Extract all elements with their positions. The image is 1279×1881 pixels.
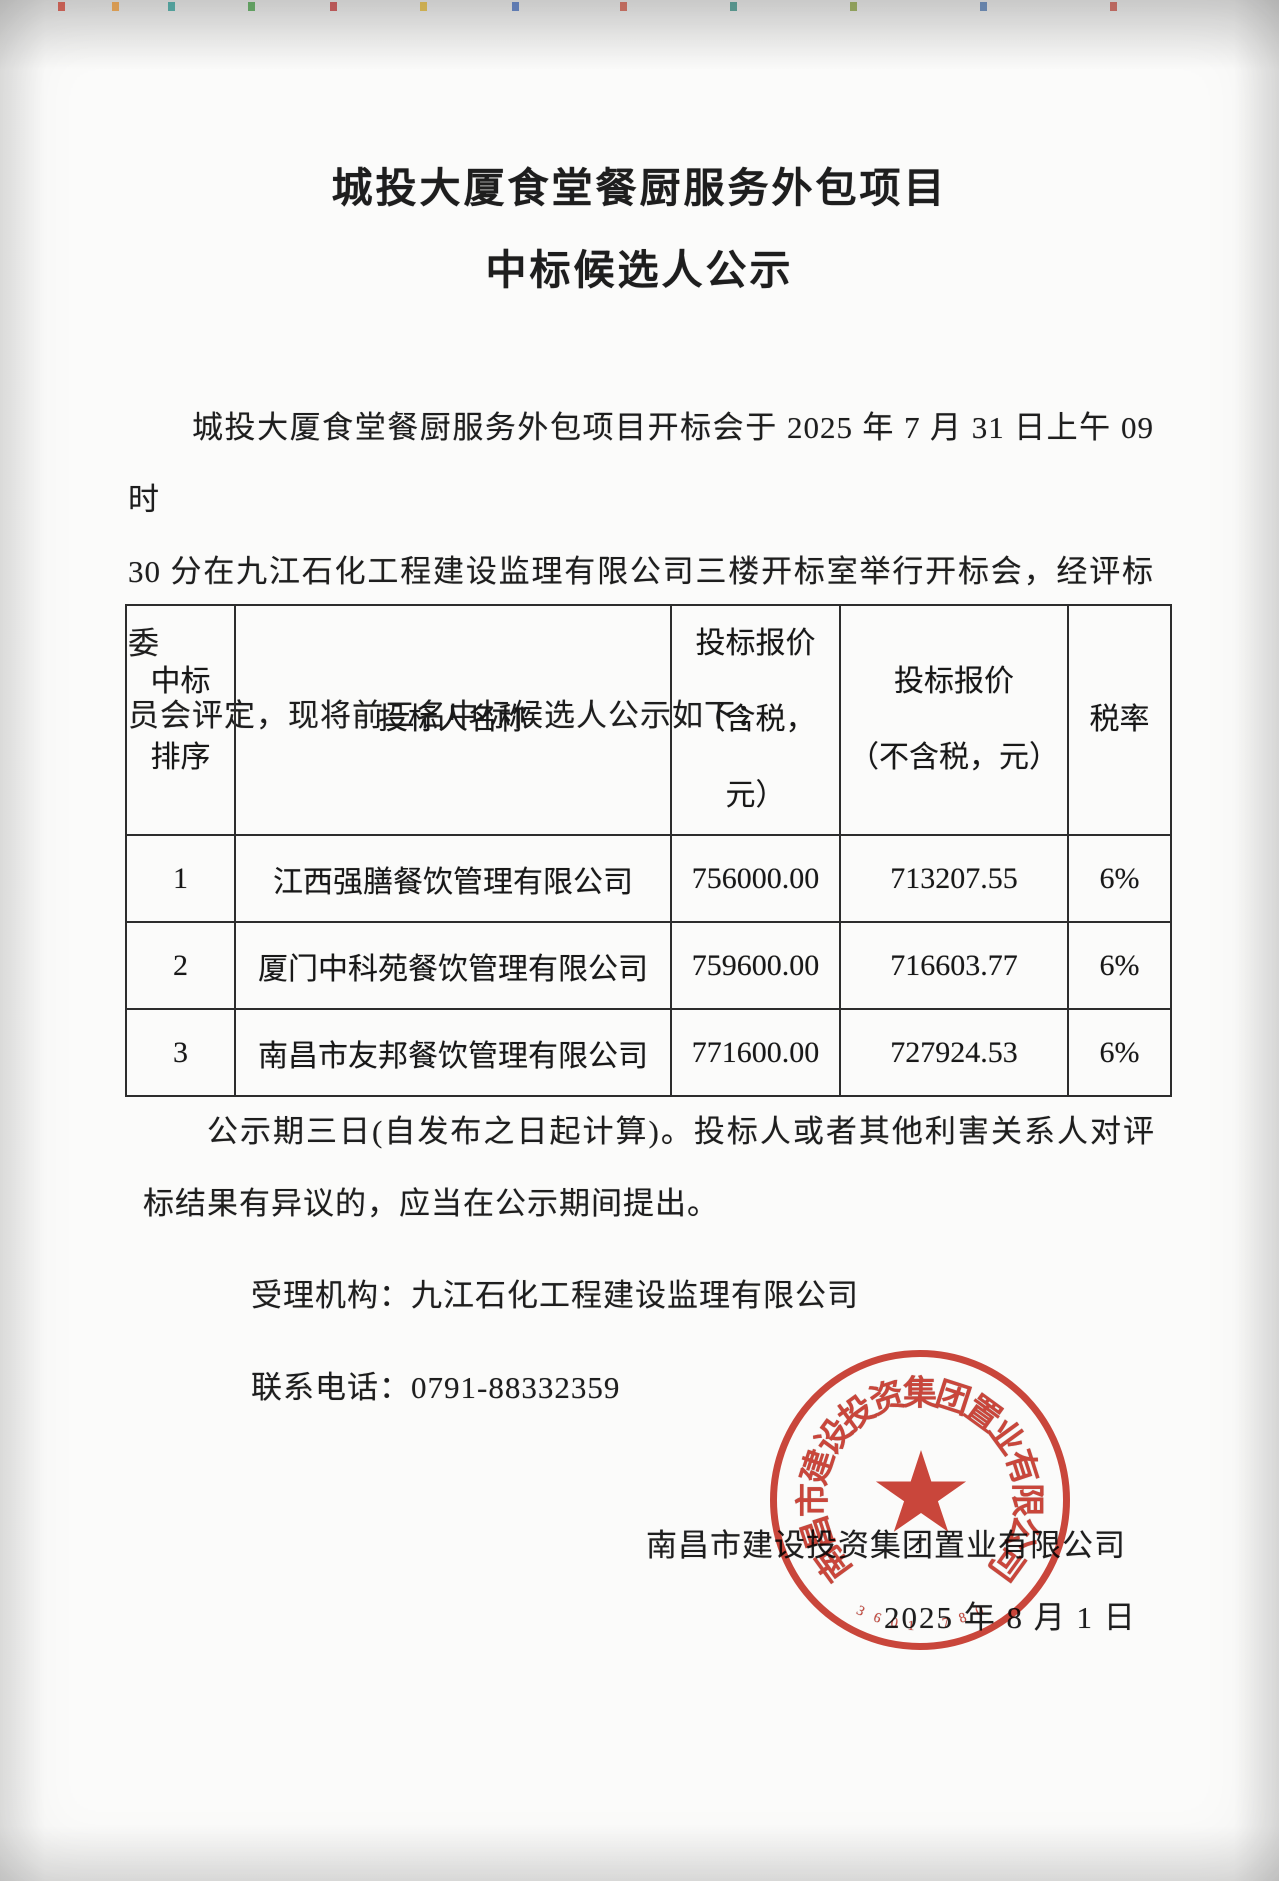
paragraph-line: 城投大厦食堂餐厨服务外包项目开标会于 2025 年 7 月 31 日上午 09 … (128, 410, 1154, 517)
rank-cell: 2 (125, 921, 236, 1010)
rank-cell: 3 (125, 1008, 236, 1097)
rank-cell: 1 (125, 834, 236, 923)
paragraph-line: 标结果有异议的，应当在公示期间提出。 (143, 1186, 719, 1221)
price-without-tax-cell: 713207.55 (839, 834, 1069, 923)
contact-phone-line: 联系电话：0791-88332359 (251, 1370, 621, 1405)
tax-rate-cell: 6% (1067, 921, 1172, 1010)
column-header-price-with-tax: 投标报价 （含税， 元） (670, 604, 841, 836)
table-row: 1 江西强膳餐饮管理有限公司 756000.00 713207.55 6% (125, 834, 1172, 923)
price-with-tax-cell: 756000.00 (670, 834, 841, 923)
column-header-price-without-tax: 投标报价 （不含税，元） (839, 604, 1069, 836)
seal-character: 集 (903, 1375, 937, 1413)
bidder-name-cell: 南昌市友邦餐饮管理有限公司 (234, 1008, 672, 1097)
table-row: 2 厦门中科苑餐饮管理有限公司 759600.00 716603.77 6% (125, 921, 1172, 1010)
accepting-agency-line: 受理机构：九江石化工程建设监理有限公司 (251, 1278, 859, 1313)
price-with-tax-cell: 771600.00 (670, 1008, 841, 1097)
table-body: 1 江西强膳餐饮管理有限公司 756000.00 713207.55 6% 2 厦门中科苑餐… (125, 834, 1172, 1097)
bidder-name-cell: 厦门中科苑餐饮管理有限公司 (234, 921, 672, 1010)
table-header: 中标 排序 投标人名称 投标报价 （含税， 元） 投标报价 （不含税，元） 税率 (125, 604, 1172, 836)
document-title-line1: 城投大厦食堂餐厨服务外包项目 (331, 165, 948, 211)
paragraph-line: 公示期三日(自发布之日起计算)。投标人或者其他利害关系人对评 (207, 1114, 1155, 1149)
price-without-tax-cell: 727924.53 (839, 1008, 1069, 1097)
column-header-rank: 中标 排序 (125, 604, 236, 836)
document-title-line2: 中标候选人公示 (485, 247, 794, 293)
price-without-tax-cell: 716603.77 (839, 921, 1069, 1010)
column-header-tax-rate: 税率 (1067, 604, 1172, 836)
seal-character (927, 1619, 932, 1635)
price-with-tax-cell: 759600.00 (670, 921, 841, 1010)
tax-rate-cell: 6% (1067, 1008, 1172, 1097)
tax-rate-cell: 6% (1067, 834, 1172, 923)
table-row: 3 南昌市友邦餐饮管理有限公司 771600.00 727924.53 6% (125, 1008, 1172, 1097)
table-header-row: 中标 排序 投标人名称 投标报价 （含税， 元） 投标报价 （不含税，元） 税率 (125, 604, 1172, 836)
notice-paragraph: 公示期三日(自发布之日起计算)。投标人或者其他利害关系人对评 标结果有异议的，应… (143, 1096, 1155, 1240)
seal-ring (770, 1350, 1070, 1650)
bid-candidates-table: 中标 排序 投标人名称 投标报价 （含税， 元） 投标报价 （不含税，元） 税率 1 江西… (125, 604, 1172, 1097)
bidder-name-cell: 江西强膳餐饮管理有限公司 (234, 834, 672, 923)
seal-character: 1 (907, 1618, 916, 1634)
column-header-bidder-name: 投标人名称 (234, 604, 672, 836)
